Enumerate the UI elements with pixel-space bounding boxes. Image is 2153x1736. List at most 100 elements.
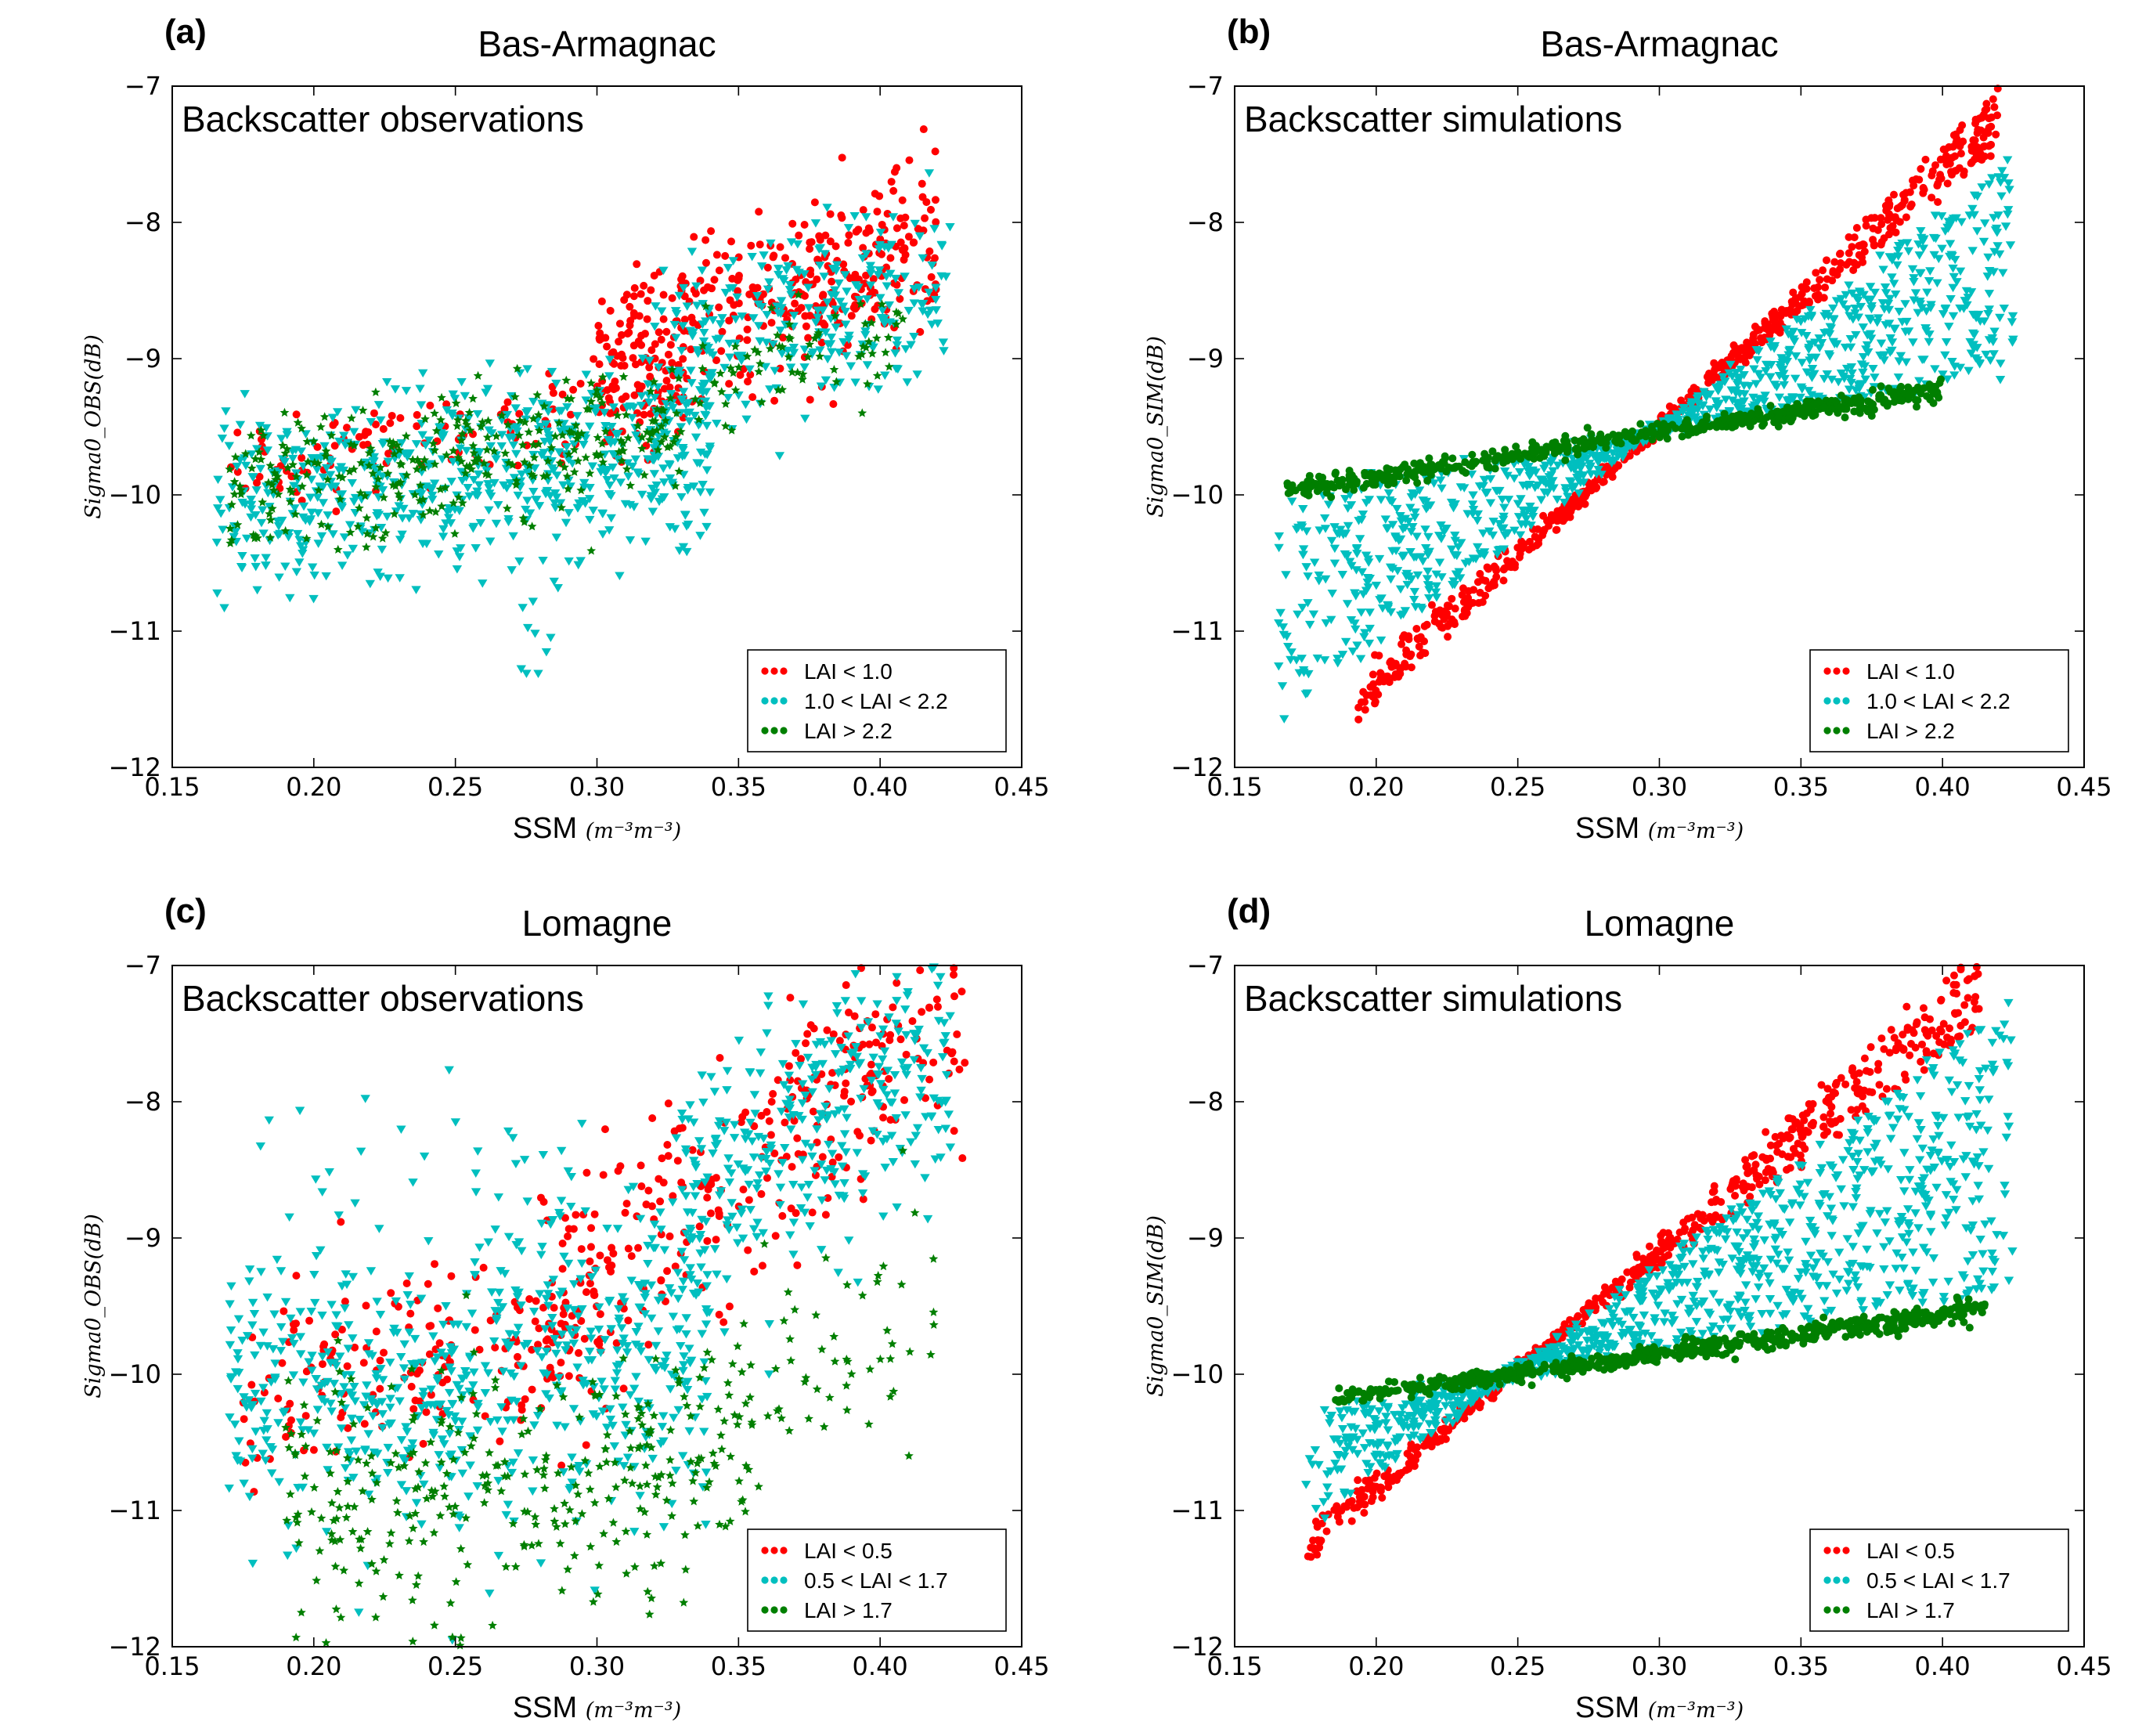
data-point	[448, 390, 458, 399]
data-point	[1772, 383, 1782, 392]
data-point	[521, 669, 532, 678]
data-point	[1329, 559, 1340, 568]
data-point	[371, 523, 380, 532]
data-point	[1405, 503, 1415, 513]
data-point	[637, 354, 648, 363]
data-point	[1660, 420, 1668, 428]
data-point	[712, 1174, 720, 1182]
data-point	[2008, 335, 2018, 345]
data-point	[1563, 493, 1573, 501]
data-point	[579, 440, 589, 449]
data-point	[1352, 550, 1362, 558]
data-point	[651, 410, 662, 420]
data-point	[1468, 505, 1479, 514]
data-point	[1884, 305, 1895, 315]
data-point	[224, 442, 234, 451]
data-point	[1884, 319, 1895, 328]
data-point	[701, 301, 711, 311]
data-point	[1319, 656, 1330, 665]
y-tick-label: −10	[1170, 480, 1224, 510]
data-point	[1472, 517, 1483, 525]
data-point	[1364, 639, 1375, 648]
data-point	[534, 410, 543, 419]
data-point	[786, 291, 796, 300]
data-point	[211, 538, 222, 547]
data-point	[308, 436, 319, 446]
data-point	[783, 346, 793, 356]
data-point	[1919, 356, 1929, 364]
data-point	[778, 1211, 787, 1220]
data-point	[626, 302, 634, 311]
data-point	[614, 447, 624, 457]
data-point	[683, 520, 694, 529]
data-point	[1937, 174, 1946, 182]
data-point	[1530, 447, 1538, 456]
data-point	[564, 1232, 572, 1240]
data-point	[337, 561, 348, 570]
data-point	[597, 530, 608, 539]
data-point	[554, 418, 564, 428]
data-point	[1792, 409, 1801, 417]
data-point	[1376, 636, 1387, 645]
data-point	[931, 147, 939, 156]
data-point	[854, 226, 863, 234]
data-point	[527, 469, 536, 479]
data-point	[792, 265, 802, 275]
data-point	[674, 374, 683, 383]
data-point	[936, 242, 947, 251]
data-point	[1286, 488, 1294, 496]
data-point	[1858, 323, 1869, 332]
data-point	[929, 1058, 938, 1067]
data-point	[927, 272, 936, 281]
data-point	[290, 446, 301, 455]
data-point	[1426, 470, 1435, 478]
data-point	[252, 586, 262, 595]
data-point	[1752, 356, 1762, 365]
data-point	[1802, 278, 1811, 287]
data-point	[511, 480, 521, 489]
data-point	[1860, 247, 1869, 256]
data-point	[633, 420, 643, 430]
data-point	[1988, 337, 1999, 347]
data-point	[1967, 204, 1978, 214]
data-point	[1836, 259, 1845, 268]
data-point	[1884, 384, 1893, 393]
data-point	[262, 446, 273, 455]
data-point	[1531, 532, 1539, 541]
data-point	[1291, 525, 1302, 534]
data-point	[879, 1113, 888, 1122]
data-point	[721, 251, 730, 260]
data-point	[815, 244, 826, 253]
data-point	[924, 169, 935, 178]
data-point	[1387, 547, 1397, 556]
data-point	[1412, 571, 1423, 580]
data-point	[1877, 382, 1885, 391]
data-point	[642, 428, 652, 437]
data-point	[700, 397, 711, 406]
data-point	[429, 479, 440, 489]
data-point	[1864, 397, 1873, 406]
data-point	[1423, 476, 1432, 485]
legend-label: LAI < 1.0	[804, 659, 893, 684]
data-point	[840, 308, 850, 316]
data-point	[657, 421, 666, 431]
data-point	[247, 463, 257, 473]
data-point	[483, 470, 493, 479]
data-point	[615, 319, 624, 328]
data-point	[1890, 392, 1899, 400]
data-point	[1520, 449, 1529, 458]
data-point	[777, 275, 788, 283]
data-point	[1396, 465, 1405, 474]
data-point	[373, 568, 383, 577]
data-point	[1982, 105, 1991, 114]
data-point	[1587, 430, 1596, 439]
data-point	[1406, 528, 1416, 536]
data-point	[462, 420, 472, 429]
data-point	[225, 464, 235, 474]
data-point	[856, 299, 866, 309]
data-point	[569, 467, 579, 476]
data-point	[1877, 214, 1885, 222]
data-point	[534, 425, 544, 435]
data-point	[1900, 300, 1910, 309]
data-point	[1718, 359, 1726, 367]
